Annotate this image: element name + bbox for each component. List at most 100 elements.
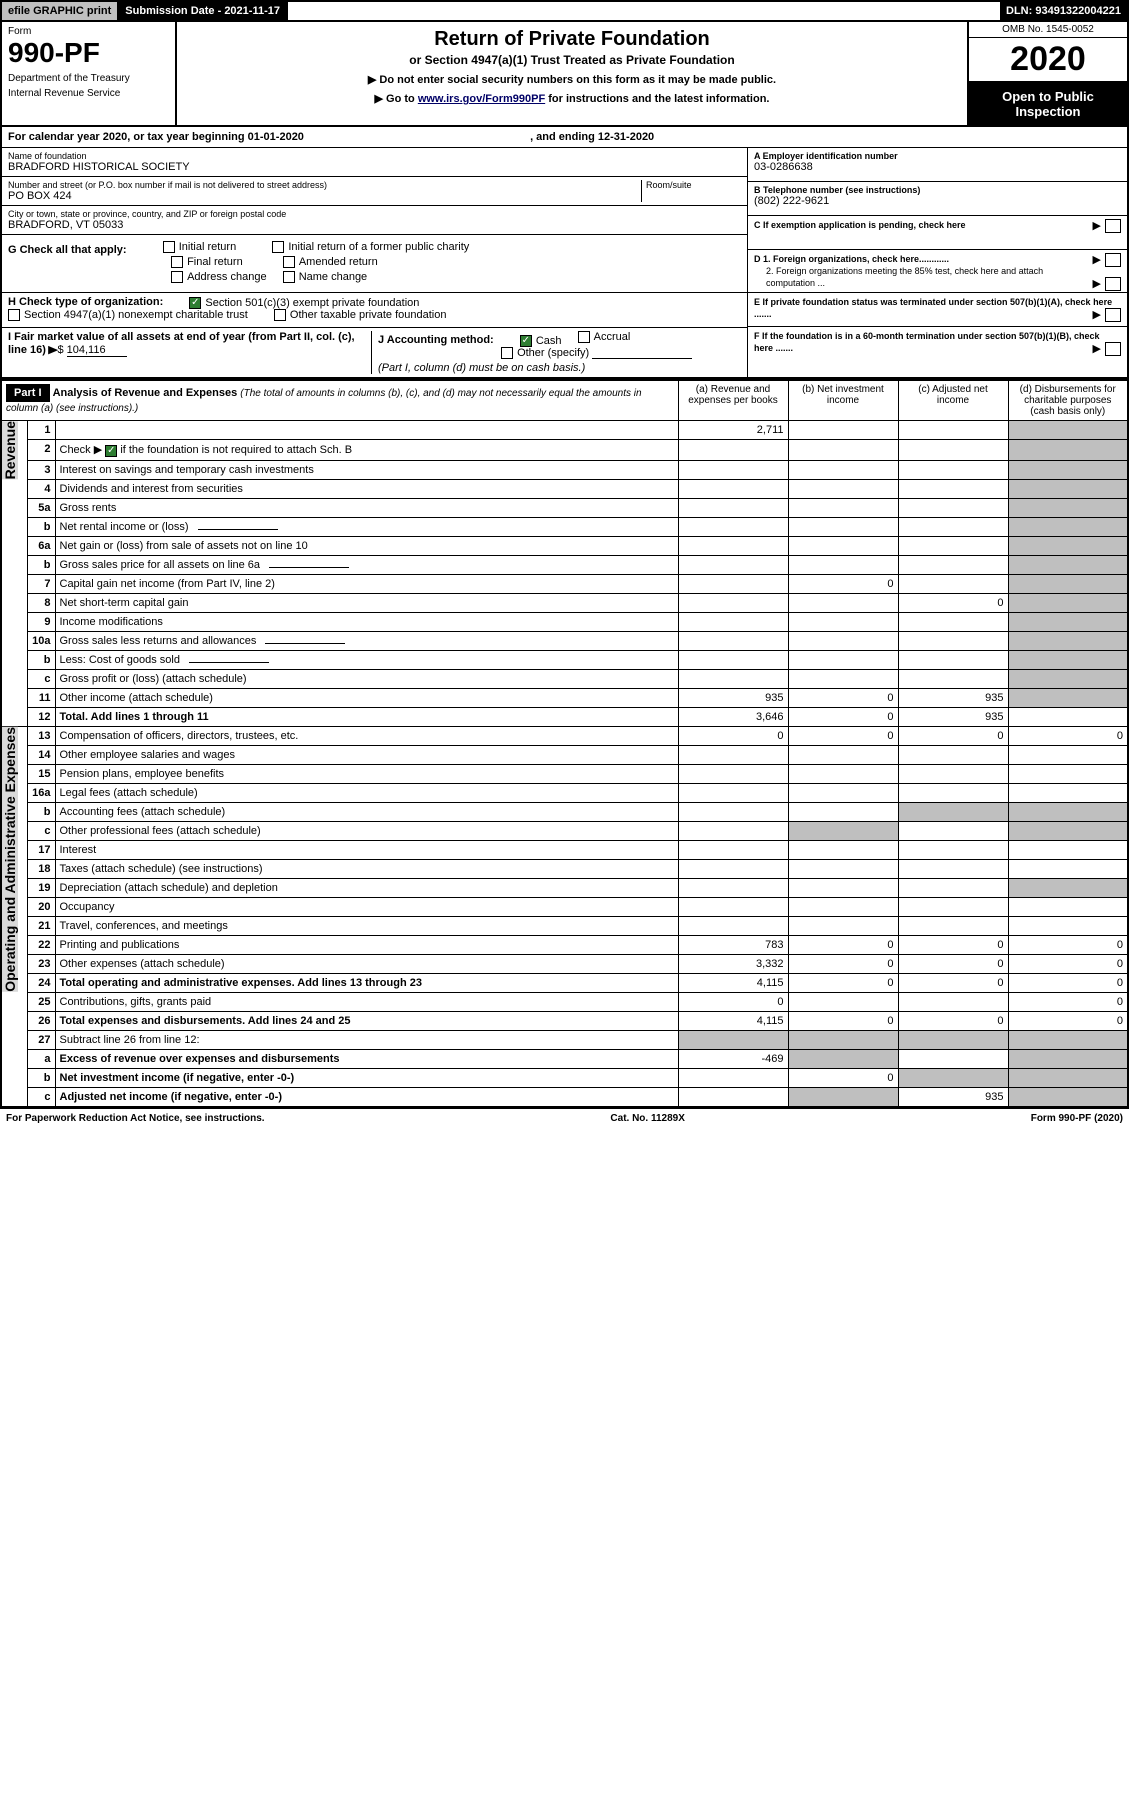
other-taxable-checkbox[interactable]	[274, 309, 286, 321]
part1-label: Part I	[6, 384, 50, 402]
table-row: 3Interest on savings and temporary cash …	[1, 461, 1128, 480]
irs-link[interactable]: www.irs.gov/Form990PF	[418, 93, 545, 105]
data-cell	[788, 537, 898, 556]
data-cell	[788, 784, 898, 803]
data-cell	[1008, 537, 1128, 556]
g-name-change: Name change	[299, 271, 368, 283]
other-method-checkbox[interactable]	[501, 347, 513, 359]
g-address-change: Address change	[187, 271, 267, 283]
data-cell: 3,332	[678, 955, 788, 974]
line-description: Other expenses (attach schedule)	[55, 955, 678, 974]
data-cell	[1008, 841, 1128, 860]
city-label: City or town, state or province, country…	[8, 209, 741, 219]
form-subtitle: or Section 4947(a)(1) Trust Treated as P…	[187, 53, 957, 67]
data-cell: 0	[678, 727, 788, 746]
table-row: Operating and Administrative Expenses13C…	[1, 727, 1128, 746]
data-cell	[788, 670, 898, 689]
data-cell	[788, 421, 898, 440]
line-number: a	[27, 1050, 55, 1069]
e-checkbox[interactable]	[1105, 308, 1121, 322]
goto-post: for instructions and the latest informat…	[545, 93, 769, 105]
data-cell	[788, 841, 898, 860]
final-return-checkbox[interactable]	[171, 256, 183, 268]
h-other: Other taxable private foundation	[290, 309, 447, 321]
data-cell	[788, 556, 898, 575]
line-description: Excess of revenue over expenses and disb…	[55, 1050, 678, 1069]
form-page-label: Form 990-PF (2020)	[1031, 1113, 1123, 1124]
line-number: 22	[27, 936, 55, 955]
line-number: 7	[27, 575, 55, 594]
data-cell	[788, 1050, 898, 1069]
data-cell	[1008, 1050, 1128, 1069]
efile-label[interactable]: efile GRAPHIC print	[2, 2, 119, 20]
initial-former-checkbox[interactable]	[272, 241, 284, 253]
data-cell	[678, 499, 788, 518]
line-description: Taxes (attach schedule) (see instruction…	[55, 860, 678, 879]
line-number: c	[27, 670, 55, 689]
f-checkbox[interactable]	[1105, 342, 1121, 356]
cash-checkbox[interactable]	[520, 335, 532, 347]
d1-checkbox[interactable]	[1105, 253, 1121, 267]
line-number: 17	[27, 841, 55, 860]
line-description: Contributions, gifts, grants paid	[55, 993, 678, 1012]
line-description: Other professional fees (attach schedule…	[55, 822, 678, 841]
amended-return-checkbox[interactable]	[283, 256, 295, 268]
address-change-checkbox[interactable]	[171, 271, 183, 283]
data-cell	[1008, 670, 1128, 689]
table-row: 7Capital gain net income (from Part IV, …	[1, 575, 1128, 594]
line-description: Capital gain net income (from Part IV, l…	[55, 575, 678, 594]
d2-checkbox[interactable]	[1105, 277, 1121, 291]
data-cell: 935	[898, 689, 1008, 708]
table-row: 25Contributions, gifts, grants paid00	[1, 993, 1128, 1012]
data-cell	[678, 879, 788, 898]
g-final-return: Final return	[187, 256, 243, 268]
table-row: bAccounting fees (attach schedule)	[1, 803, 1128, 822]
data-cell	[678, 670, 788, 689]
data-cell	[678, 575, 788, 594]
data-cell	[788, 803, 898, 822]
table-row: 9Income modifications	[1, 613, 1128, 632]
data-cell	[1008, 689, 1128, 708]
data-cell: 783	[678, 936, 788, 955]
data-cell	[1008, 518, 1128, 537]
data-cell: 0	[788, 936, 898, 955]
j-accrual: Accrual	[594, 331, 631, 343]
data-cell	[1008, 1069, 1128, 1088]
501c3-checkbox[interactable]	[189, 297, 201, 309]
c-checkbox[interactable]	[1105, 219, 1121, 233]
data-cell	[678, 841, 788, 860]
line-description: Net investment income (if negative, ente…	[55, 1069, 678, 1088]
line-description: Total expenses and disbursements. Add li…	[55, 1012, 678, 1031]
initial-return-checkbox[interactable]	[163, 241, 175, 253]
line-description: Other income (attach schedule)	[55, 689, 678, 708]
data-cell	[898, 480, 1008, 499]
data-cell	[898, 860, 1008, 879]
data-cell	[788, 499, 898, 518]
tax-year-end: 12-31-2020	[598, 131, 654, 143]
data-cell: 0	[1008, 955, 1128, 974]
data-cell	[1008, 440, 1128, 461]
e-label: E If private foundation status was termi…	[754, 297, 1112, 319]
4947-checkbox[interactable]	[8, 309, 20, 321]
data-cell	[788, 594, 898, 613]
line-number: 10a	[27, 632, 55, 651]
accrual-checkbox[interactable]	[578, 331, 590, 343]
data-cell: 0	[898, 955, 1008, 974]
table-row: aExcess of revenue over expenses and dis…	[1, 1050, 1128, 1069]
irs-label: Internal Revenue Service	[8, 88, 169, 99]
line-number: 21	[27, 917, 55, 936]
data-cell	[678, 651, 788, 670]
data-cell	[678, 594, 788, 613]
data-cell	[898, 537, 1008, 556]
data-cell	[1008, 575, 1128, 594]
table-row: 23Other expenses (attach schedule)3,3320…	[1, 955, 1128, 974]
calyr-pre: For calendar year 2020, or tax year begi…	[8, 131, 248, 143]
dln-label: DLN: 93491322004221	[1000, 2, 1127, 20]
data-cell	[1008, 632, 1128, 651]
identity-block: Name of foundation BRADFORD HISTORICAL S…	[0, 148, 1129, 379]
name-change-checkbox[interactable]	[283, 271, 295, 283]
table-row: 26Total expenses and disbursements. Add …	[1, 1012, 1128, 1031]
line-description: Income modifications	[55, 613, 678, 632]
line-description: Legal fees (attach schedule)	[55, 784, 678, 803]
h-501c3: Section 501(c)(3) exempt private foundat…	[205, 297, 419, 309]
